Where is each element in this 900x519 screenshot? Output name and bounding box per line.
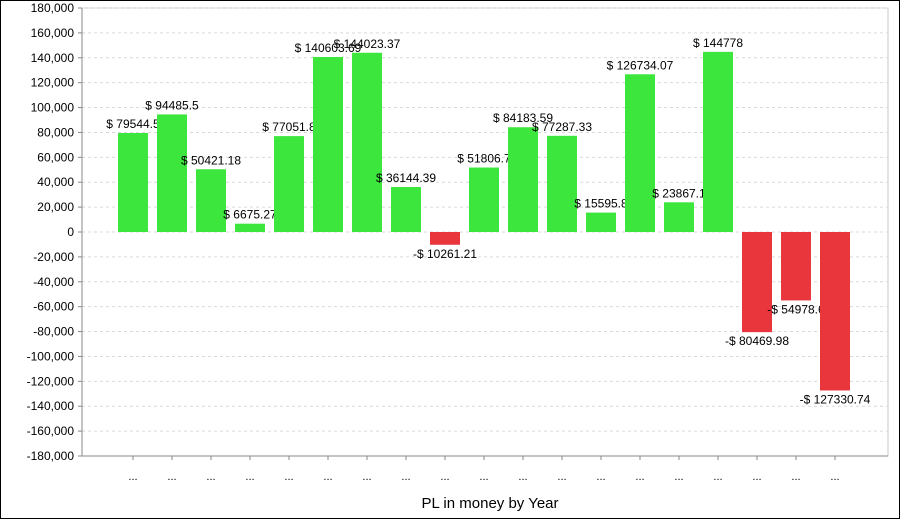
bar bbox=[664, 202, 694, 232]
y-tick-label: -140,000 bbox=[27, 399, 75, 413]
bar bbox=[742, 232, 772, 333]
bar bbox=[430, 232, 460, 245]
data-label: $ 50421.18 bbox=[181, 153, 241, 167]
data-label: $ 23867.1 bbox=[652, 186, 706, 200]
y-tick-label: -160,000 bbox=[27, 424, 75, 438]
bar bbox=[625, 74, 655, 232]
y-tick-label: -60,000 bbox=[33, 300, 74, 314]
x-tick-label: ... bbox=[128, 471, 137, 483]
y-tick-label: -100,000 bbox=[27, 349, 75, 363]
bar bbox=[313, 57, 343, 232]
data-label: -$ 80469.98 bbox=[725, 334, 789, 348]
bar bbox=[235, 223, 265, 232]
y-tick-label: 140,000 bbox=[31, 51, 75, 65]
data-label: -$ 10261.21 bbox=[413, 247, 477, 261]
x-tick-label: ... bbox=[479, 471, 488, 483]
bar bbox=[547, 135, 577, 232]
x-tick-label: ... bbox=[401, 471, 410, 483]
y-tick-label: 120,000 bbox=[31, 76, 75, 90]
data-label: $ 15595.8 bbox=[574, 197, 628, 211]
y-tick-label: 40,000 bbox=[37, 175, 74, 189]
x-tick-label: ... bbox=[635, 471, 644, 483]
x-tick-label: ... bbox=[518, 471, 527, 483]
y-tick-label: 60,000 bbox=[37, 150, 74, 164]
y-tick-label: 100,000 bbox=[31, 101, 75, 115]
bar bbox=[274, 136, 304, 232]
x-tick-label: ... bbox=[245, 471, 254, 483]
y-tick-label: -20,000 bbox=[33, 250, 74, 264]
data-label: -$ 127330.74 bbox=[800, 392, 871, 406]
data-label: $ 84183.59 bbox=[493, 111, 553, 125]
bar bbox=[469, 167, 499, 232]
bar bbox=[118, 133, 148, 232]
y-tick-label: 0 bbox=[67, 225, 74, 239]
data-label: $ 36144.39 bbox=[376, 171, 436, 185]
bar bbox=[820, 232, 850, 391]
y-tick-label: 160,000 bbox=[31, 26, 75, 40]
y-tick-label: -80,000 bbox=[33, 325, 74, 339]
bar bbox=[352, 52, 382, 232]
bar bbox=[196, 169, 226, 232]
data-label: $ 144778 bbox=[693, 36, 743, 50]
bar bbox=[391, 187, 421, 232]
data-label: $ 51806.7 bbox=[457, 152, 511, 166]
y-tick-label: 180,000 bbox=[31, 1, 75, 15]
bar bbox=[703, 51, 733, 233]
y-tick-label: 80,000 bbox=[37, 125, 74, 139]
data-label: $ 94485.5 bbox=[145, 98, 199, 112]
x-tick-label: ... bbox=[791, 471, 800, 483]
x-tick-label: ... bbox=[362, 471, 371, 483]
data-label: $ 77051.8 bbox=[262, 120, 316, 134]
x-tick-label: ... bbox=[674, 471, 683, 483]
x-tick-label: ... bbox=[167, 471, 176, 483]
x-tick-label: ... bbox=[830, 471, 839, 483]
bar bbox=[586, 212, 616, 232]
x-tick-label: ... bbox=[752, 471, 761, 483]
y-tick-label: 20,000 bbox=[37, 200, 74, 214]
bar bbox=[781, 232, 811, 301]
data-label: $ 140603.69 bbox=[295, 41, 362, 55]
x-axis-title: PL in money by Year bbox=[421, 495, 558, 512]
data-label: $ 6675.27 bbox=[223, 208, 277, 222]
x-tick-label: ... bbox=[323, 471, 332, 483]
data-label: $ 79544.5 bbox=[106, 117, 160, 131]
x-tick-label: ... bbox=[713, 471, 722, 483]
data-label: $ 144023.37 bbox=[334, 37, 401, 51]
x-tick-label: ... bbox=[284, 471, 293, 483]
bar bbox=[508, 127, 538, 232]
x-tick-label: ... bbox=[557, 471, 566, 483]
data-label: $ 126734.07 bbox=[607, 58, 674, 72]
x-tick-label: ... bbox=[596, 471, 605, 483]
y-tick-label: -120,000 bbox=[27, 374, 75, 388]
y-tick-label: -40,000 bbox=[33, 275, 74, 289]
data-label: -$ 54978.6 bbox=[767, 302, 825, 316]
x-tick-label: ... bbox=[440, 471, 449, 483]
data-label: $ 77287.33 bbox=[532, 120, 592, 134]
bar bbox=[157, 114, 187, 232]
y-tick-label: -180,000 bbox=[27, 449, 75, 463]
x-tick-label: ... bbox=[206, 471, 215, 483]
